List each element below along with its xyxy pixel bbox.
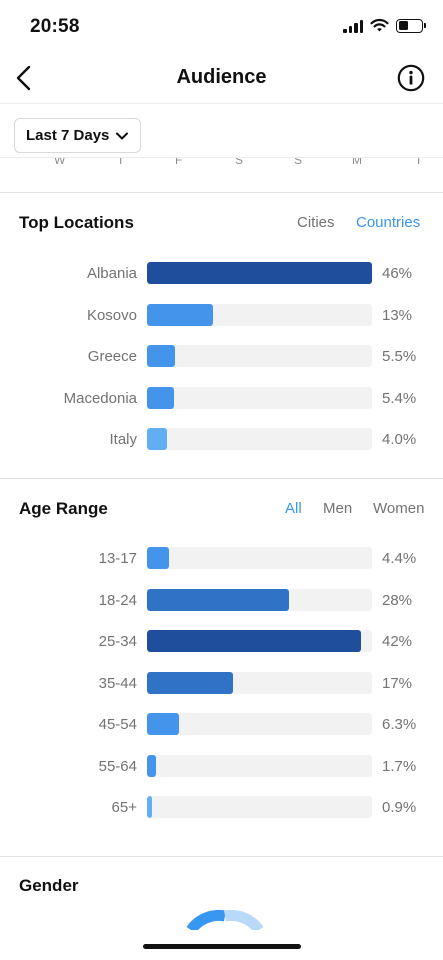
date-range-button[interactable]: Last 7 Days [14, 118, 142, 153]
age-range-label: 65+ [111, 799, 137, 816]
status-bar: 20:58 [0, 0, 443, 52]
location-value: 4.0% [382, 431, 417, 448]
age-range-row: 25-34 42% [0, 630, 443, 654]
location-row: Albania 46% [0, 262, 443, 286]
location-bar [147, 386, 175, 409]
location-label: Albania [86, 265, 137, 282]
age-range-label: 18-24 [98, 591, 137, 609]
age-range-bar-track [147, 630, 372, 652]
location-row: Italy 4.0% [0, 428, 443, 452]
info-icon[interactable] [397, 64, 425, 92]
status-icons [343, 18, 426, 33]
location-label: Greece [87, 348, 137, 365]
age-range-bar-track [147, 796, 372, 818]
location-bar [147, 303, 214, 326]
day-axis-label: S [294, 157, 303, 167]
age-range-label: 25-34 [98, 633, 137, 650]
age-range-label: 35-44 [98, 674, 137, 692]
age-range-bar-track [147, 671, 372, 694]
day-axis: W T F S S M T [0, 157, 443, 193]
status-time: 20:58 [30, 16, 80, 37]
home-indicator [143, 944, 301, 949]
age-range-value: 6.3% [382, 716, 417, 733]
location-bar-track [147, 345, 372, 367]
tab-countries[interactable]: Countries [356, 214, 421, 231]
location-value: 5.4% [382, 389, 417, 407]
location-bar-track [147, 386, 372, 409]
age-range-row: 13-17 4.4% [0, 547, 443, 571]
age-range-label: 45-54 [98, 716, 137, 733]
nav-bar: Audience [0, 52, 443, 104]
chevron-down-icon [116, 132, 129, 139]
day-axis-label: T [117, 157, 125, 167]
page-title: Audience [176, 66, 267, 88]
age-range-bar [147, 588, 290, 611]
battery-icon [396, 18, 426, 33]
date-range-label: Last 7 Days [26, 127, 110, 144]
age-range-value: 4.4% [382, 550, 417, 567]
age-range-value: 1.7% [382, 757, 417, 775]
age-range-label: 55-64 [98, 757, 137, 775]
location-bar-track [147, 303, 372, 326]
age-range-bar-track [147, 754, 372, 777]
age-range-row: 18-24 28% [0, 588, 443, 613]
age-range-bar [147, 630, 361, 652]
location-label: Kosovo [86, 306, 137, 324]
age-range-bar [147, 796, 152, 818]
age-range-label: 13-17 [98, 550, 137, 567]
location-bar-track [147, 428, 372, 450]
gender-title: Gender [19, 876, 79, 895]
age-range-bar-track [147, 713, 372, 735]
age-range-row: 65+ 0.9% [0, 796, 443, 820]
location-row: Kosovo 13% [0, 303, 443, 328]
age-range-bar [147, 547, 170, 569]
day-axis-label: M [352, 157, 362, 167]
location-value: 5.5% [382, 348, 417, 365]
location-bar [147, 345, 175, 367]
age-range-value: 28% [382, 591, 413, 609]
gender-donut-chart [186, 910, 264, 930]
top-locations-title: Top Locations [19, 213, 134, 232]
age-range-row: 35-44 17% [0, 671, 443, 696]
location-label: Italy [109, 431, 137, 448]
age-range-value: 17% [382, 674, 413, 692]
top-locations-section: Top Locations Cities Countries Albania 46… [0, 193, 443, 478]
location-bar [147, 262, 372, 284]
tab-all[interactable]: All [285, 500, 302, 517]
tab-cities[interactable]: Cities [297, 214, 335, 231]
day-axis-label: S [235, 157, 244, 167]
signal-icon [343, 19, 363, 33]
location-bar-track [147, 262, 372, 284]
location-label: Macedonia [63, 389, 137, 407]
day-axis-label: F [175, 157, 183, 167]
location-row: Macedonia 5.4% [0, 386, 443, 411]
day-axis-label: T [415, 157, 423, 167]
section-divider [0, 856, 443, 857]
back-arrow-icon[interactable] [10, 62, 42, 94]
age-range-section: Age Range All Men Women 13-17 4.4% 18-24 28… [0, 479, 443, 856]
age-range-bar [147, 671, 234, 694]
wifi-icon [370, 18, 389, 32]
location-row: Greece 5.5% [0, 345, 443, 369]
tab-men[interactable]: Men [323, 500, 353, 517]
age-range-row: 55-64 1.7% [0, 754, 443, 779]
location-value: 13% [382, 306, 413, 324]
age-range-bar [147, 754, 156, 777]
section-divider [0, 478, 443, 479]
age-range-row: 45-54 6.3% [0, 713, 443, 737]
age-range-value: 0.9% [382, 799, 417, 816]
age-range-title: Age Range [19, 499, 108, 518]
tab-women[interactable]: Women [373, 500, 425, 517]
location-bar [147, 428, 168, 450]
age-range-bar-track [147, 547, 372, 569]
age-range-bar-track [147, 588, 372, 611]
age-range-bar [147, 713, 180, 735]
location-value: 46% [382, 265, 413, 282]
age-range-value: 42% [382, 633, 413, 650]
day-axis-label: W [54, 157, 66, 167]
